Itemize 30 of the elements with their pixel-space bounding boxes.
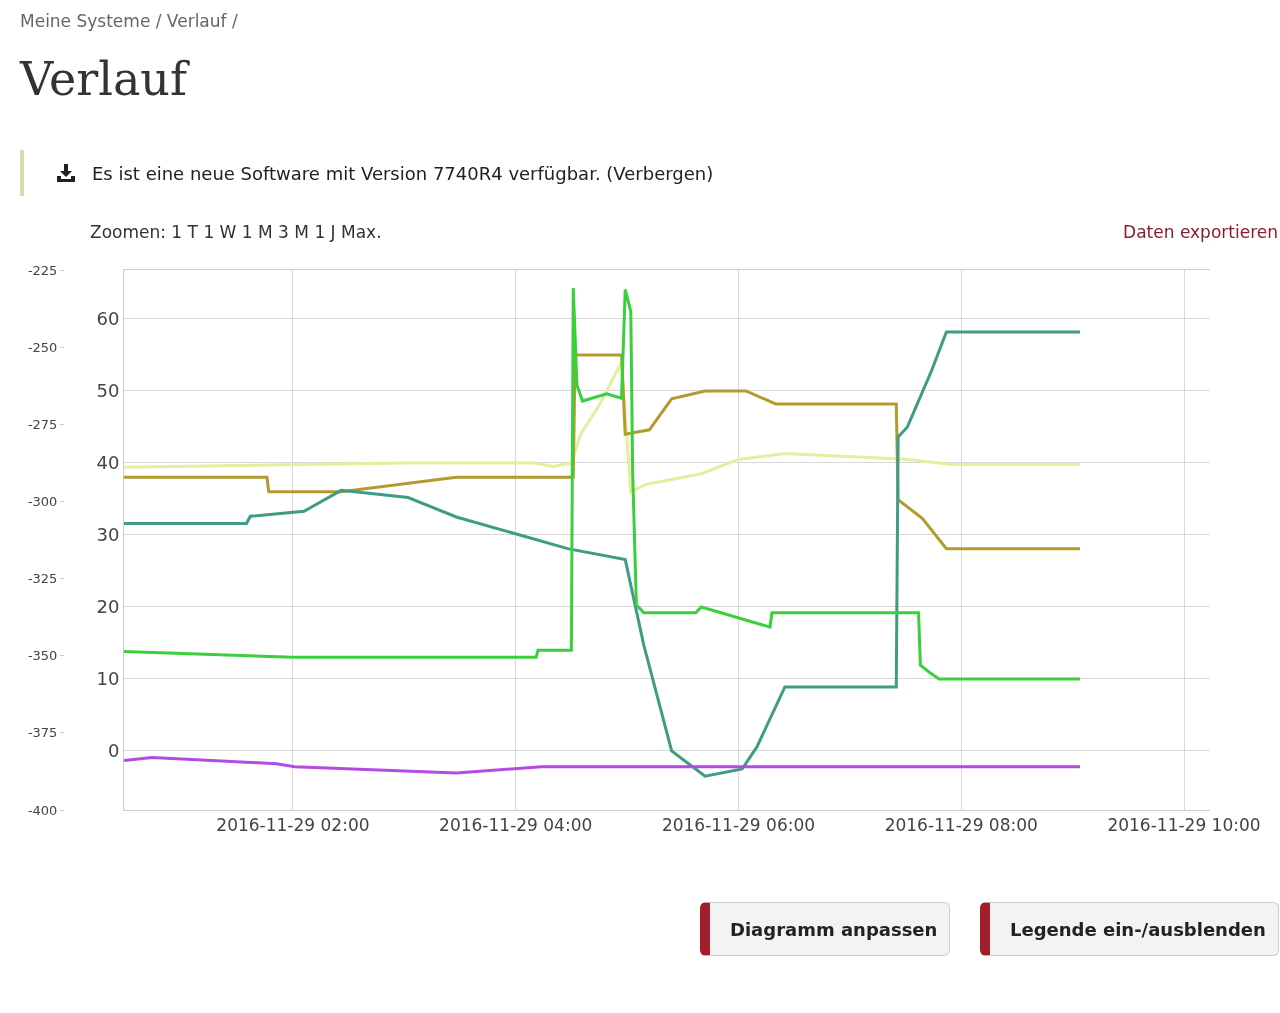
line-series <box>124 756 1082 775</box>
text: Zoomen: 1 T 1 W 1 M 3 M 1 J Max. <box>90 222 382 242</box>
x-tick-label: 2016-11-29 06:00 <box>661 815 816 836</box>
y2-tick-label: -300 <box>27 493 58 509</box>
y-tick-label: 0 <box>107 740 120 762</box>
y2-tick-label: -400 <box>27 802 58 818</box>
text: Es ist eine neue Software mit Version 7740R4 verfügbar. (Verbergen) <box>92 162 714 184</box>
chart-subtitle: Meine Systeme / Verlauf / <box>20 11 238 31</box>
line-series <box>124 330 1082 778</box>
line-series <box>124 286 1082 681</box>
y2-tick-label: -225 <box>27 262 58 278</box>
y-tick-label: 60 <box>96 308 120 330</box>
y-tick-label: 10 <box>96 668 120 690</box>
y2-tick-label: -350 <box>27 648 58 664</box>
y2-tick-label: -325 <box>27 571 58 587</box>
text: Daten exportieren <box>1123 222 1278 242</box>
x-tick-label: 2016-11-29 10:00 <box>1107 815 1261 836</box>
y2-tick-label: -375 <box>27 725 58 741</box>
y-tick-label: 20 <box>96 596 120 618</box>
y-tick-label: 40 <box>96 452 120 474</box>
y2-tick-label: -250 <box>27 339 58 355</box>
x-tick-label: 2016-11-29 04:00 <box>439 815 593 836</box>
x-tick-label: 2016-11-29 02:00 <box>216 815 370 836</box>
line-series <box>124 360 1082 494</box>
y2-tick-label: -275 <box>27 416 58 432</box>
x-tick-label: 2016-11-29 08:00 <box>884 815 1038 836</box>
y-tick-label: 30 <box>96 524 120 546</box>
y-tick-label: 50 <box>96 380 120 402</box>
button: Legende ein-/ausblenden <box>980 902 1279 956</box>
button: Diagramm anpassen <box>700 902 951 956</box>
